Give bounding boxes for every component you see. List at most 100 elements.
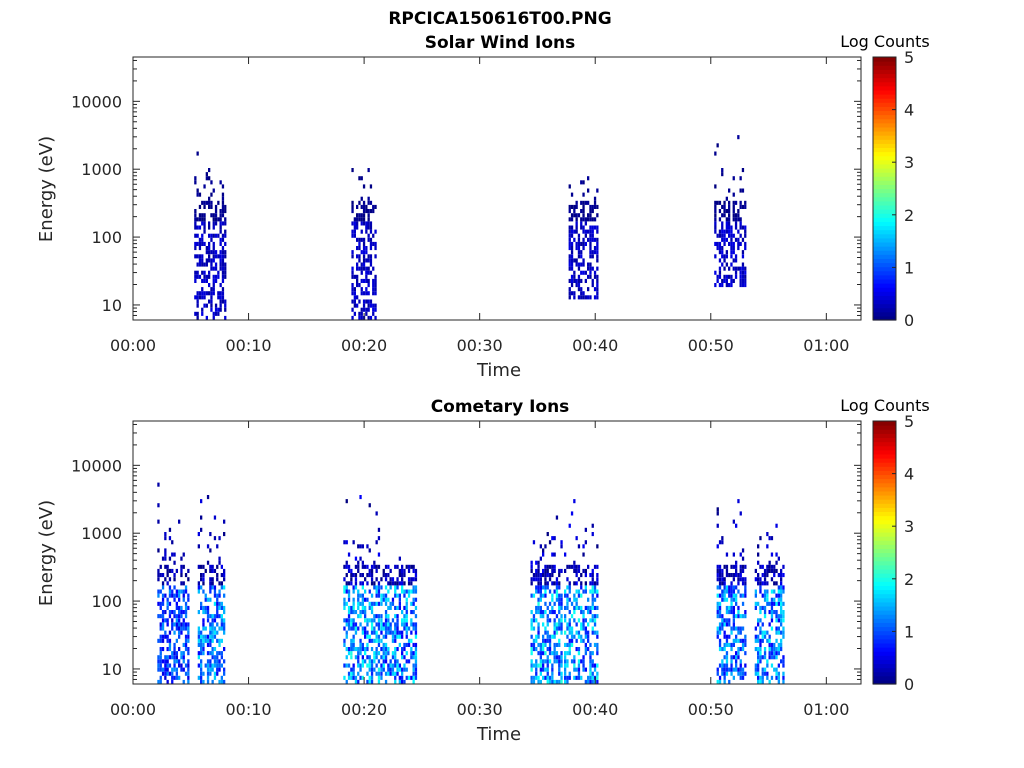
spectrogram-cell <box>360 315 363 320</box>
spectrogram-cell <box>389 568 392 573</box>
spectrogram-cell <box>369 241 373 246</box>
spectrogram-cell <box>224 254 227 259</box>
spectrogram-cell <box>716 511 719 516</box>
spectrogram-cell <box>210 200 213 205</box>
spectrogram-cell <box>558 605 561 610</box>
spectrogram-cell <box>206 659 210 664</box>
spectrogram-cell <box>214 250 218 255</box>
spectrogram-cell <box>396 605 399 610</box>
spectrogram-cell <box>723 618 726 623</box>
spectrogram-cell <box>223 593 226 598</box>
spectrogram-cell <box>593 585 597 590</box>
spectrogram-cell <box>782 626 785 631</box>
spectrogram-cell <box>175 655 178 660</box>
spectrogram-cell <box>367 221 370 226</box>
spectrogram-cell <box>560 601 563 606</box>
spectrogram-cell <box>591 217 594 222</box>
spectrogram-cell <box>173 651 176 656</box>
spectrogram-cell <box>773 589 776 594</box>
spectrogram-cell <box>730 233 733 238</box>
spectrogram-cell <box>161 667 165 672</box>
spectrogram-cell <box>716 593 719 598</box>
spectrogram-cell <box>220 655 223 660</box>
spectrogram-cell <box>345 630 348 635</box>
spectrogram-cell <box>766 564 769 569</box>
spectrogram-cell <box>761 605 764 610</box>
spectrogram-cell <box>730 642 733 647</box>
spectrogram-cell <box>377 552 381 557</box>
spectrogram-cell <box>564 605 567 610</box>
spectrogram-cell <box>367 237 370 242</box>
spectrogram-cell <box>546 622 549 627</box>
spectrogram-cell <box>202 679 205 684</box>
spectrogram-cell <box>391 655 395 660</box>
spectrogram-cell <box>403 663 406 668</box>
spectrogram-cell <box>221 278 225 283</box>
spectrogram-cell <box>209 581 212 586</box>
colorbar-segment <box>873 457 896 463</box>
spectrogram-cell <box>389 585 392 590</box>
spectrogram-cell <box>558 671 561 676</box>
spectrogram-cell <box>728 233 731 238</box>
spectrogram-cell <box>573 597 576 602</box>
spectrogram-cell <box>161 597 165 602</box>
spectrogram-cell <box>164 564 167 569</box>
spectrogram-cell <box>211 667 214 672</box>
spectrogram-cell <box>213 618 217 623</box>
spectrogram-cell <box>570 642 574 647</box>
spectrogram-cell <box>584 630 587 635</box>
spectrogram-cell <box>573 560 576 565</box>
spectrogram-cell <box>530 560 533 565</box>
colorbar-segment <box>873 585 896 591</box>
colorbar-segment <box>873 564 896 570</box>
spectrogram-cell <box>725 217 728 222</box>
spectrogram-cell <box>587 675 590 680</box>
spectrogram-cell <box>544 573 547 578</box>
x-tick-label: 01:00 <box>803 700 849 719</box>
spectrogram-cell <box>356 274 359 279</box>
spectrogram-cell <box>725 283 728 288</box>
spectrogram-cell <box>580 659 583 664</box>
spectrogram-cell <box>359 663 362 668</box>
spectrogram-cell <box>728 622 731 627</box>
spectrogram-cell <box>403 618 406 623</box>
spectrogram-cell <box>721 663 724 668</box>
x-tick-label: 00:00 <box>110 700 156 719</box>
spectrogram-cell <box>398 605 401 610</box>
spectrogram-cell <box>211 622 214 627</box>
spectrogram-cell <box>203 278 206 283</box>
spectrogram-cell <box>351 221 354 226</box>
spectrogram-cell <box>780 638 783 643</box>
spectrogram-cell <box>203 217 206 222</box>
spectrogram-cell <box>721 233 724 238</box>
spectrogram-cell <box>221 258 225 263</box>
spectrogram-cell <box>589 213 592 218</box>
spectrogram-cell <box>728 213 731 218</box>
spectrogram-cell <box>584 270 587 275</box>
spectrogram-cell <box>213 585 217 590</box>
colorbar-segment <box>873 560 896 566</box>
spectrogram-cell <box>208 168 211 173</box>
spectrogram-cell <box>171 622 174 627</box>
spectrogram-cell <box>532 618 536 623</box>
spectrogram-cell <box>546 585 549 590</box>
spectrogram-cell <box>200 634 203 639</box>
spectrogram-cell <box>161 593 165 598</box>
spectrogram-cell <box>354 610 358 615</box>
colorbar-segment <box>873 180 896 185</box>
spectrogram-cell <box>401 667 404 672</box>
spectrogram-cell <box>345 663 348 668</box>
spectrogram-cell <box>220 679 223 684</box>
spectrogram-cell <box>412 610 415 615</box>
spectrogram-cell <box>360 176 363 181</box>
spectrogram-cell <box>555 630 559 635</box>
spectrogram-cell <box>564 659 567 664</box>
spectrogram-cell <box>182 618 185 623</box>
spectrogram-cell <box>716 614 719 619</box>
spectrogram-cell <box>535 605 538 610</box>
spectrogram-cell <box>366 622 369 627</box>
spectrogram-cell <box>168 536 172 541</box>
spectrogram-cell <box>398 663 401 668</box>
spectrogram-cell <box>718 250 722 255</box>
spectrogram-cell <box>217 233 220 238</box>
